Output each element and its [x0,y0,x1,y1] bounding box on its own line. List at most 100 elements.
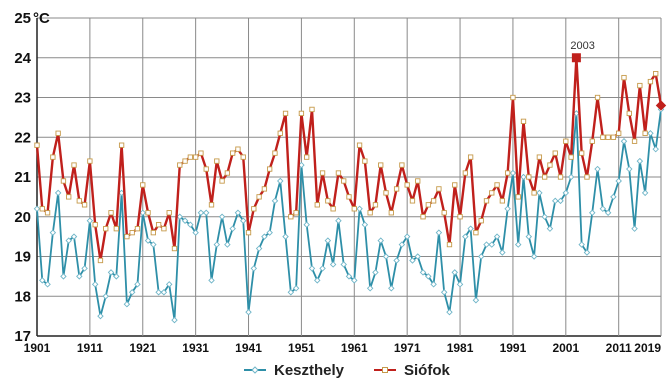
y-tick-label: 18 [14,288,31,305]
data-point [571,53,581,63]
data-point [282,233,289,240]
data-point [631,138,638,144]
legend-label-siófok: Siófok [404,362,450,379]
data-point [409,257,416,264]
data-point [415,178,421,184]
data-point [176,213,184,220]
x-tick-label: 1961 [341,341,368,355]
y-tick-label: 23 [14,90,31,107]
data-point [557,197,564,205]
data-point [214,158,220,164]
data-point [108,210,114,216]
data-point [626,110,632,117]
data-point [362,158,368,164]
data-point [123,300,131,308]
data-point [409,198,416,204]
data-point [144,237,152,244]
data-point [467,225,474,232]
data-point [604,209,612,217]
data-point [218,213,226,220]
data-point [292,285,300,292]
legend: Keszthely Siófok [244,362,450,379]
data-point [462,233,469,240]
data-point [234,209,242,217]
data-point [213,241,221,248]
data-point [393,186,400,192]
data-point [50,154,56,160]
data-point [187,154,194,160]
data-point [314,277,321,284]
data-point [403,233,411,240]
data-point [150,241,157,248]
data-point [91,281,99,288]
data-point [203,166,209,172]
data-point [440,289,448,296]
data-point [361,221,369,228]
annotation-label: 2003 [570,40,594,52]
data-point [652,145,659,153]
data-point [626,165,633,173]
data-point [536,189,543,197]
data-point [219,178,225,184]
data-point [499,249,506,256]
data-point [60,273,67,280]
data-point [436,186,442,192]
data-point [514,241,522,248]
data-point [388,210,394,216]
data-point [493,233,501,240]
data-point [81,202,88,208]
x-tick-label: 1951 [288,341,315,355]
data-point [583,249,591,256]
data-point [44,281,51,288]
data-point [103,226,109,232]
y-tick-label: 25 [14,10,31,27]
data-point [256,194,262,200]
data-point [531,190,537,196]
legend-swatch-marker [251,366,259,374]
data-point [325,198,331,204]
data-point [557,174,564,180]
y-tick-label: 22 [14,129,31,146]
data-point [398,241,406,248]
data-point [166,210,172,216]
data-point [129,229,135,236]
data-point [578,241,585,248]
data-point [473,229,479,236]
data-point [425,202,431,208]
data-point [224,170,231,176]
data-point [86,217,94,224]
data-point [145,210,151,216]
data-point [33,205,41,213]
data-point [251,206,257,212]
data-point [477,253,485,260]
data-point [287,289,295,296]
data-point [97,312,104,320]
data-point [181,217,189,224]
data-point [97,257,104,264]
x-tick-label: 1931 [182,341,209,355]
data-point [642,130,648,136]
data-point [356,205,363,213]
data-point [309,106,315,113]
data-point [118,142,125,148]
data-point [594,94,601,101]
data-point [509,169,517,177]
data-point [504,205,511,213]
data-point [547,162,553,168]
data-point [155,289,162,296]
x-tick-label: 1911 [77,341,103,355]
data-point [420,214,426,220]
grid [36,17,662,337]
y-tick-label: 20 [14,209,31,226]
data-point [177,162,183,168]
data-point [324,237,332,244]
data-point [92,222,98,228]
data-point [356,142,363,148]
y-tick-label: 21 [14,169,31,186]
data-point [631,225,638,232]
x-tick-label: 1981 [447,341,474,355]
data-point [399,162,405,168]
data-point [404,182,410,188]
